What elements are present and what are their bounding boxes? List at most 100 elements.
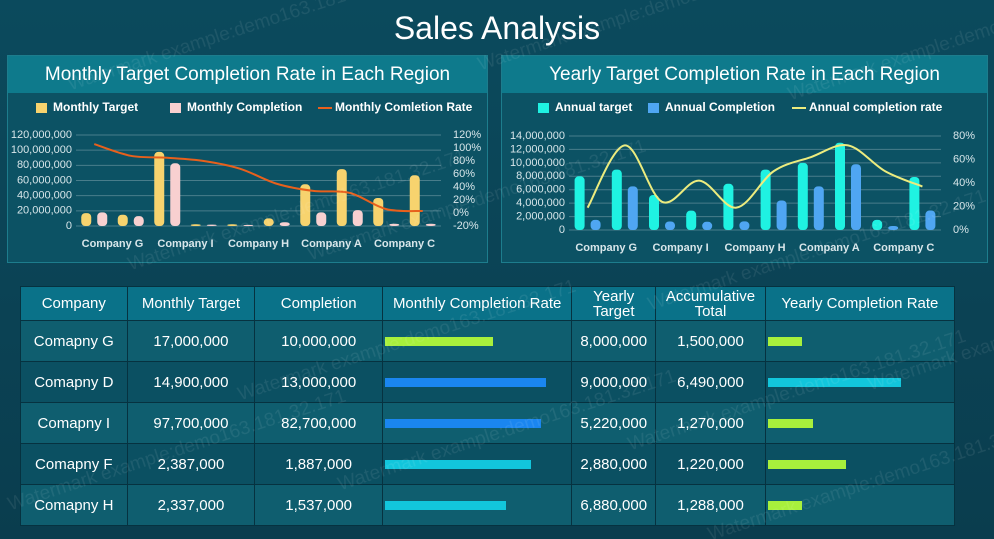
rate-cell [764, 361, 956, 403]
panel-title: Monthly Target Completion Rate in Each R… [8, 56, 487, 93]
bar [797, 162, 808, 230]
table-cell: 2,387,000 [126, 443, 256, 485]
panel: Yearly Target Completion Rate in Each Re… [501, 55, 988, 263]
bar [206, 224, 217, 226]
y2-tick-label: 0% [953, 224, 969, 236]
column-header: Yearly Target [571, 286, 657, 321]
y-tick-label: 0 [559, 224, 565, 236]
y2-tick-label: 40% [453, 181, 475, 193]
y-tick-label: 20,000,000 [17, 205, 72, 217]
bar [263, 218, 274, 226]
x-tick-label: Company I [652, 242, 708, 254]
bar [574, 176, 585, 230]
x-tick-label: Company H [228, 238, 289, 250]
bar [665, 221, 675, 230]
table-cell: 17,000,000 [126, 320, 256, 362]
bar [227, 224, 238, 226]
bar [760, 169, 771, 230]
rate-bar [385, 336, 494, 346]
y2-tick-label: 80% [953, 130, 975, 142]
table-cell: Comapny D [20, 361, 128, 403]
rate-cell [764, 402, 956, 444]
rate-bar [767, 377, 901, 387]
y2-tick-label: 120% [453, 129, 481, 141]
y2-tick-label: 40% [953, 177, 975, 189]
bar [97, 212, 108, 226]
table-cell: 1,537,000 [254, 484, 384, 526]
bar [686, 210, 697, 230]
bar [723, 183, 734, 230]
y-tick-label: 60,000,000 [17, 174, 72, 186]
y-tick-label: 6,000,000 [516, 184, 565, 196]
line-series [93, 143, 423, 213]
bar [649, 194, 659, 230]
y-tick-label: 120,000,000 [11, 129, 72, 141]
table-cell: Comapny I [20, 402, 128, 444]
x-tick-label: Company A [301, 238, 362, 250]
panel: Monthly Target Completion Rate in Each R… [7, 55, 488, 263]
column-header: Accumulative Total [655, 286, 766, 321]
legend-swatch [36, 103, 47, 113]
column-header: Company [20, 286, 128, 321]
y2-tick-label: 100% [453, 142, 481, 154]
rate-bar [385, 500, 507, 510]
line-series [586, 144, 923, 209]
table-cell: 10,000,000 [254, 320, 384, 362]
table-cell: 5,220,000 [571, 402, 657, 444]
legend-label: Monthly Completion [187, 100, 302, 114]
column-header: Monthly Completion Rate [382, 286, 573, 321]
rate-cell [382, 361, 573, 403]
table-cell: 8,000,000 [571, 320, 657, 362]
y2-tick-label: 60% [453, 168, 475, 180]
legend-label: Annual completion rate [809, 100, 943, 114]
bar [909, 176, 920, 230]
rate-cell [764, 443, 956, 485]
rate-cell [764, 320, 956, 362]
table-cell: 82,700,000 [254, 402, 384, 444]
bar [739, 221, 750, 230]
bar [154, 151, 165, 226]
legend-label: Annual target [555, 100, 632, 114]
bar [611, 169, 622, 230]
bar [872, 219, 883, 230]
x-tick-label: Company G [575, 242, 637, 254]
x-tick-label: Company G [82, 238, 144, 250]
x-tick-label: Company C [873, 242, 934, 254]
bar [627, 186, 638, 230]
legend-label: Monthly Comletion Rate [335, 100, 473, 114]
table-row: Comapny I 97,700,000 82,700,000 5,220,000 1,… [20, 402, 956, 444]
table-cell: Comapny G [20, 320, 128, 362]
table-cell: 1,220,000 [655, 443, 766, 485]
bar [409, 175, 420, 226]
bar [279, 222, 290, 226]
y-tick-label: 2,000,000 [516, 210, 565, 222]
bar [851, 164, 861, 230]
table-cell: 1,270,000 [655, 402, 766, 444]
table-cell: 97,700,000 [126, 402, 256, 444]
bar [835, 142, 845, 230]
bar [190, 224, 201, 226]
y2-tick-label: 0% [453, 207, 469, 219]
x-tick-label: Company I [157, 238, 213, 250]
rate-bar [767, 459, 846, 469]
legend-swatch [648, 103, 659, 113]
y-tick-label: 40,000,000 [17, 190, 72, 202]
table-row: Comapny F 2,387,000 1,887,000 2,880,000 1,22… [20, 443, 956, 485]
table-cell: 6,490,000 [655, 361, 766, 403]
bar [81, 213, 92, 226]
table-cell: Comapny H [20, 484, 128, 526]
table-cell: 14,900,000 [126, 361, 256, 403]
rate-bar [385, 418, 541, 428]
column-header: Yearly Completion Rate [764, 286, 956, 321]
y2-tick-label: 20% [453, 194, 475, 206]
bar [425, 223, 436, 226]
bar [170, 163, 181, 226]
rate-cell [764, 484, 956, 526]
y-tick-label: 4,000,000 [516, 197, 565, 209]
rate-bar [767, 418, 813, 428]
rate-bar [767, 336, 803, 346]
table-cell: 1,887,000 [254, 443, 384, 485]
bar [300, 184, 311, 226]
